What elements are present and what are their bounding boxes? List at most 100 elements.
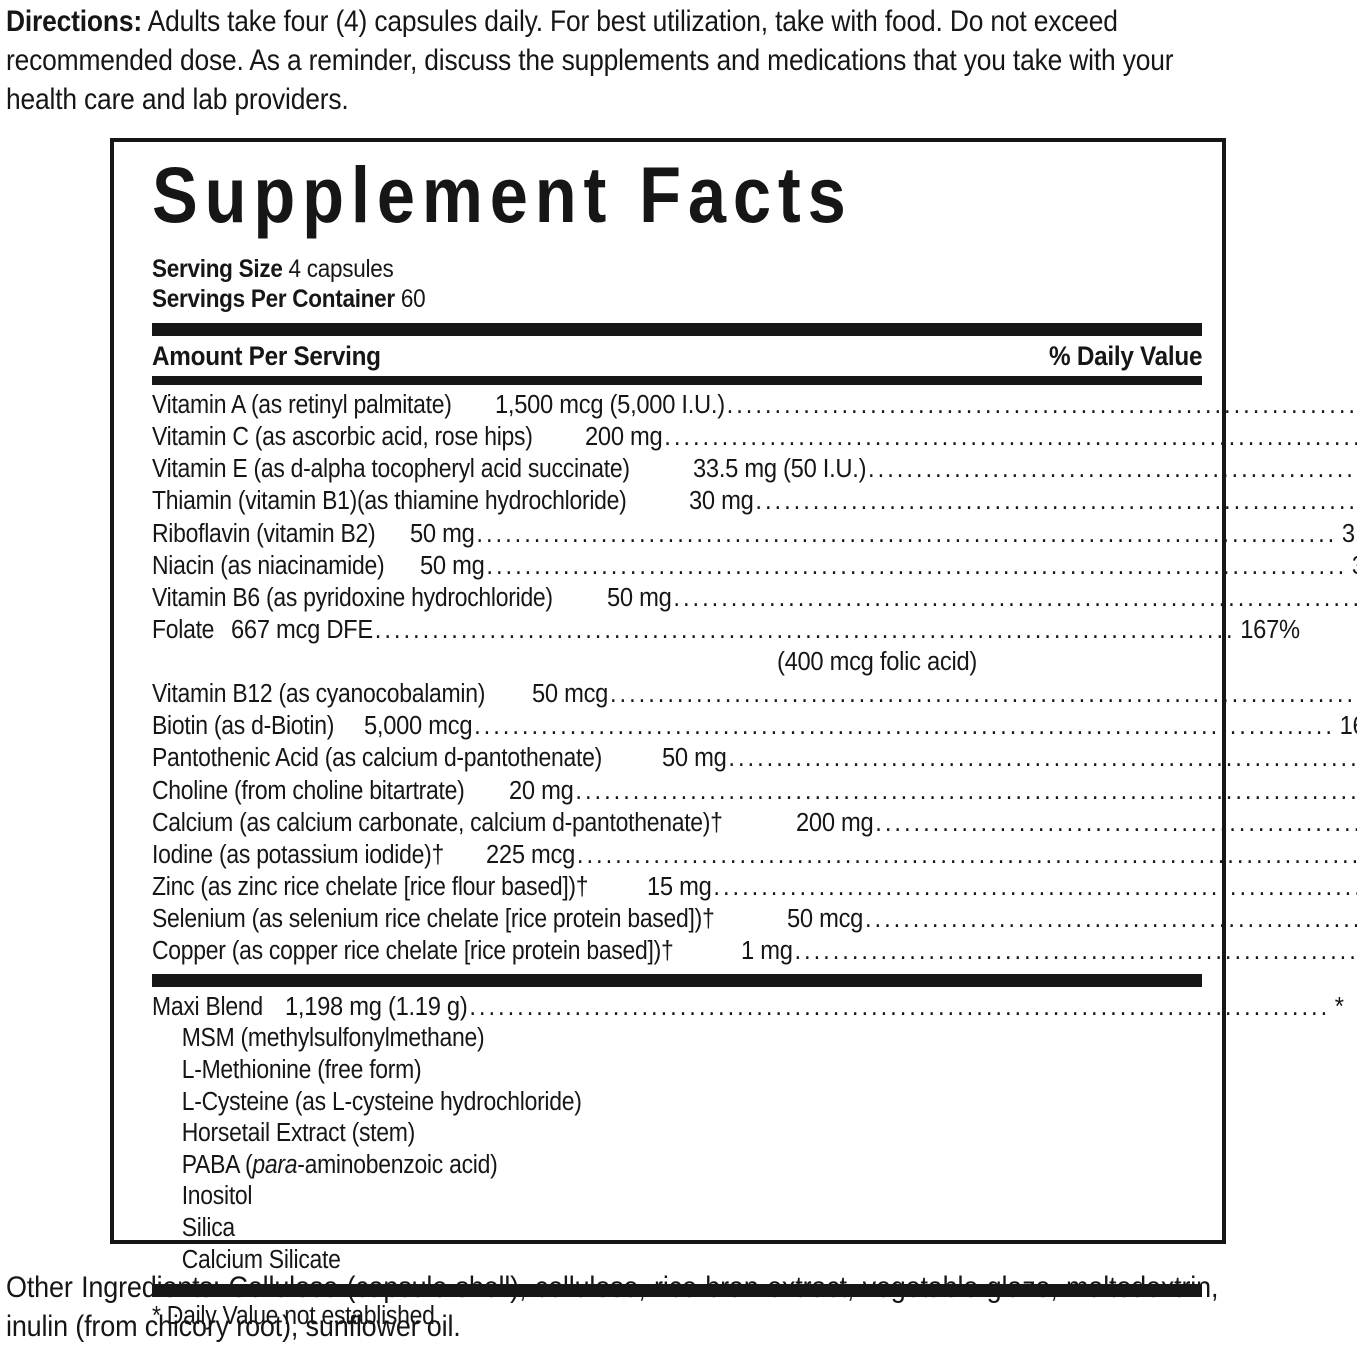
nutrient-amount: 33.5 mg (50 I.U.) [692,455,867,484]
nutrient-row: Iodine (as potassium iodide)†...........… [152,839,1357,871]
nutrient-name: Niacin (as niacinamide) [152,551,385,580]
nutrient-amount-cell: 200 mg..................................… [585,421,1357,453]
blend-header-row: Maxi Blend .............................… [152,991,1344,1023]
blend-ingredient: Horsetail Extract (stem) [181,1119,416,1148]
serving-size-line: Serving Size 4 capsules [152,254,1097,284]
nutrient-amount-cell: 1,500 mcg (5,000 I.U.)..................… [495,389,1357,421]
nutrient-amount-cell: 20 mg...................................… [509,775,1357,807]
nutrient-name: Vitamin B12 (as cyanocobalamin) [152,680,486,709]
nutrient-amount-cell: 50 mg...................................… [410,518,1357,550]
nutrient-amount-cell: 667 mcg DFE.............................… [231,614,1300,646]
nutrient-amount: 15 mg [646,872,712,901]
serving-size-label: Serving Size [152,255,283,283]
supplement-facts-panel: Supplement Facts Serving Size 4 capsules… [110,138,1357,1330]
blend-ingredient: Silica [181,1214,235,1243]
leader-dots: ........................................… [374,615,1236,644]
rule-below-servings [152,323,1202,336]
nutrient-name: Vitamin E (as d-alpha tocopheryl acid su… [152,455,630,484]
blend-name: Maxi Blend [152,993,263,1022]
leader-dots: ........................................… [728,744,1357,773]
nutrient-name: Choline (from choline bitartrate) [152,776,465,805]
other-ingredients-paragraph: Other Ingredients: Cellulose (capsule sh… [6,1268,1218,1346]
nutrient-amount: 5,000 mcg [364,712,473,741]
nutrient-name: Pantothenic Acid (as calcium d-pantothen… [152,744,602,773]
nutrient-name: Iodine (as potassium iodide)† [152,840,444,869]
panel-title: Supplement Facts [152,151,853,239]
nutrient-name: Vitamin C (as ascorbic acid, rose hips) [152,423,533,452]
nutrient-name: Calcium (as calcium carbonate, calcium d… [152,808,723,837]
nutrient-name: Vitamin A (as retinyl palmitate) [152,391,452,419]
nutrient-amount: 1 mg [741,937,794,966]
blend-ingredient: Inositol [181,1182,253,1211]
blend-ingredient: Calcium Silicate [181,1245,341,1274]
nutrient-row: Folate..................................… [152,614,1300,646]
column-headers: Amount Per Serving % Daily Value [152,336,1202,376]
nutrient-row: Biotin (as d-Biotin)....................… [152,710,1357,742]
nutrient-amount-cell: 15 mg...................................… [647,871,1357,903]
rule-above-blend [152,974,1202,988]
servings-per-container-label: Servings Per Container [152,285,395,313]
leader-dots: ........................................… [474,712,1336,741]
nutrient-daily-value: 167% [1240,615,1300,644]
rule-below-column-headers [152,376,1202,385]
nutrient-amount-cell: 200 mg..................................… [796,807,1357,839]
blend-amount: 1,198 mg (1.19 g) [285,993,468,1022]
nutrient-amount: 50 mg [661,744,727,773]
blend-ingredient: L-Cysteine (as L-cysteine hydrochloride) [181,1087,582,1116]
nutrient-row: Zinc (as zinc rice chelate [rice flour b… [152,871,1357,903]
leader-dots: ........................................… [575,776,1357,805]
nutrient-amount: 225 mcg [486,840,576,869]
leader-dots: ........................................… [875,808,1357,837]
nutrient-amount: 50 mg [607,583,672,612]
serving-size-value: 4 capsules [282,255,394,283]
nutrient-amount: 30 mg [689,487,754,516]
daily-value-header: % Daily Value [1048,341,1202,371]
nutrient-name: Selenium (as selenium rice chelate [rice… [152,905,715,933]
other-ingredients-label: Other Ingredients: [6,1271,221,1304]
nutrient-amount: 50 mcg [786,905,864,933]
leader-dots: ........................................… [577,840,1357,869]
nutrient-daily-value: 16,667% [1339,712,1357,741]
other-ingredients-text: Cellulose (capsule shell), cellulose, ri… [6,1271,1219,1343]
blend-ingredient: PABA (para-aminobenzoic acid) [181,1150,498,1179]
nutrient-list: Vitamin A (as retinyl palmitate)........… [152,385,1357,967]
directions-text: Adults take four (4) capsules daily. For… [6,5,1174,116]
directions-paragraph: Directions: Adults take four (4) capsule… [6,2,1190,119]
leader-dots: ........................................… [755,487,1357,516]
leader-dots: ........................................… [867,455,1357,484]
nutrient-daily-value: 313% [1352,550,1357,582]
nutrient-row: Vitamin B6 (as pyridoxine hydrochloride)… [152,582,1357,614]
proprietary-blend: Maxi Blend .............................… [152,987,1344,1276]
nutrient-row: Vitamin A (as retinyl palmitate)........… [152,389,1357,421]
nutrient-amount-cell: 5,000 mcg...............................… [364,710,1357,742]
nutrient-amount: 200 mg [796,808,874,837]
nutrient-row: Pantothenic Acid (as calcium d-pantothen… [152,742,1357,774]
leader-dots: ........................................… [486,551,1348,580]
nutrient-name: Folate [152,615,215,644]
directions-label: Directions: [6,5,142,38]
folate-subnote: (400 mcg folic acid) [776,648,977,676]
nutrient-amount-cell: 50 mg...................................… [420,550,1357,582]
leader-dots: ........................................… [476,519,1338,548]
nutrient-amount-cell: 50 mcg..................................… [532,678,1357,710]
nutrient-amount: 50 mg [420,551,485,580]
nutrient-name: Vitamin B6 (as pyridoxine hydrochloride) [152,583,553,612]
nutrient-row: Vitamin C (as ascorbic acid, rose hips).… [152,421,1357,453]
nutrient-amount-cell: 225 mcg.................................… [486,839,1357,871]
nutrient-amount: 667 mcg DFE [231,615,373,644]
nutrient-name: Zinc (as zinc rice chelate [rice flour b… [152,872,589,901]
nutrient-amount-cell: 1 mg....................................… [741,935,1357,967]
nutrient-row: Vitamin B12 (as cyanocobalamin).........… [152,678,1357,710]
servings-per-container-value: 60 [394,285,426,313]
nutrient-row: Thiamin (vitamin B1)(as thiamine hydroch… [152,485,1357,517]
nutrient-row: Copper (as copper rice chelate [rice pro… [152,935,1357,967]
nutrient-row: Calcium (as calcium carbonate, calcium d… [152,807,1357,839]
nutrient-amount-cell: 50 mcg..................................… [787,903,1357,935]
leader-dots: ........................................… [610,680,1357,709]
leader-dots: ........................................… [726,391,1357,419]
leader-dots: ........................................… [673,583,1357,612]
nutrient-amount-cell: 30 mg...................................… [689,485,1357,517]
nutrient-amount-cell: 50 mg...................................… [607,582,1357,614]
leader-dots: ........................................… [794,937,1357,966]
leader-dots: ........................................… [864,905,1357,933]
